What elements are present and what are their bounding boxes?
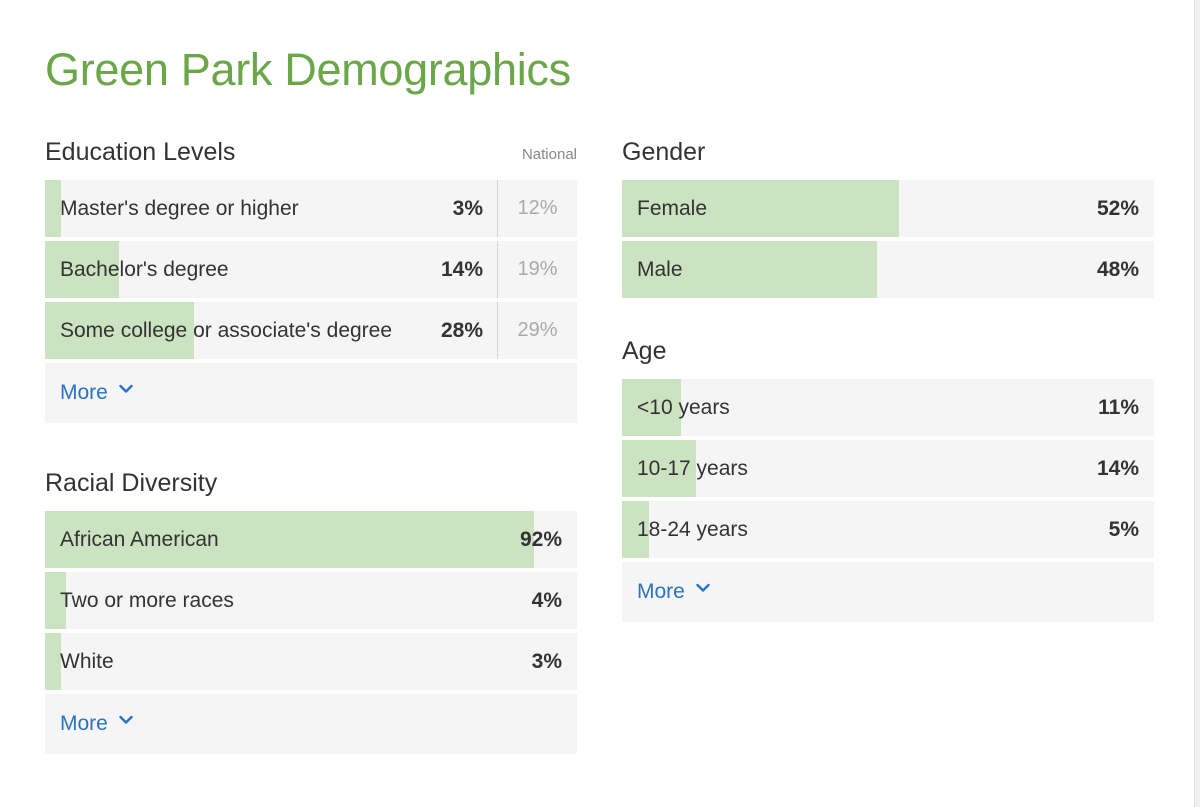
age-title: Age — [622, 337, 667, 365]
more-label[interactable]: More — [60, 712, 108, 735]
age-row-percent: 14% — [1096, 457, 1139, 480]
gender-row: Female 52% — [622, 180, 1154, 237]
education-row-percent: 3% — [452, 197, 483, 220]
education-national-percent: 19% — [517, 258, 558, 280]
age-bar — [622, 440, 697, 497]
right-column: Gender Female 52% Male 48% Age <10 years… — [622, 132, 1154, 622]
education-header: Education Levels National — [45, 132, 577, 180]
education-bar — [45, 180, 61, 237]
national-divider — [497, 180, 498, 237]
gender-row-label: Female — [637, 197, 708, 220]
racial-bar — [45, 572, 67, 629]
age-row-percent: 5% — [1108, 518, 1139, 541]
education-row: Bachelor's degree 14% 19% — [45, 241, 577, 298]
education-row-percent: 28% — [440, 319, 483, 342]
gender-row-percent: 52% — [1096, 197, 1139, 220]
racial-row-percent: 92% — [519, 528, 562, 551]
age-row-label: <10 years — [637, 396, 730, 419]
age-row: 10-17 years 14% — [622, 440, 1154, 497]
gender-row-label: Male — [637, 258, 683, 281]
age-row: 18-24 years 5% — [622, 501, 1154, 558]
racial-row-percent: 4% — [531, 589, 562, 612]
age-row: <10 years 11% — [622, 379, 1154, 436]
racial-bar — [45, 633, 61, 690]
gender-title: Gender — [622, 138, 706, 166]
education-row-label: Some college or associate's degree — [60, 319, 393, 342]
racial-row: African American 92% — [45, 511, 577, 568]
chevron-down-icon[interactable] — [696, 583, 710, 593]
gender-bar — [622, 241, 878, 298]
racial-row-percent: 3% — [531, 650, 562, 673]
more-label[interactable]: More — [637, 580, 685, 603]
racial-row-label: Two or more races — [60, 589, 234, 612]
education-bar — [45, 302, 194, 359]
gender-header: Gender — [622, 132, 1154, 180]
education-title: Education Levels — [45, 138, 236, 166]
racial-bar — [45, 511, 535, 568]
education-row: Some college or associate's degree 28% 2… — [45, 302, 577, 359]
gender-row: Male 48% — [622, 241, 1154, 298]
racial-row: Two or more races 4% — [45, 572, 577, 629]
left-column: Education Levels National Master's degre… — [45, 132, 577, 754]
racial-header: Racial Diversity — [45, 463, 577, 511]
age-more-button[interactable]: More — [622, 562, 1154, 622]
education-bar — [45, 241, 120, 298]
age-row-label: 10-17 years — [637, 457, 748, 480]
national-divider — [497, 302, 498, 359]
age-bar — [622, 379, 681, 436]
national-divider — [497, 241, 498, 298]
age-row-label: 18-24 years — [637, 518, 748, 541]
education-more-button[interactable]: More — [45, 363, 577, 423]
education-national-percent: 12% — [517, 197, 558, 219]
racial-title: Racial Diversity — [45, 469, 218, 497]
education-row: Master's degree or higher 3% 12% — [45, 180, 577, 237]
gender-bar — [622, 180, 899, 237]
racial-row-label: African American — [60, 528, 219, 551]
racial-row-label: White — [60, 650, 114, 673]
more-label[interactable]: More — [60, 381, 108, 404]
page-title: Green Park Demographics — [45, 44, 571, 95]
national-column-label: National — [521, 146, 577, 163]
gender-row-percent: 48% — [1096, 258, 1139, 281]
age-header: Age — [622, 331, 1154, 379]
education-row-percent: 14% — [440, 258, 483, 281]
education-row-label: Master's degree or higher — [60, 197, 299, 220]
racial-row: White 3% — [45, 633, 577, 690]
education-row-label: Bachelor's degree — [60, 258, 229, 281]
age-bar — [622, 501, 649, 558]
age-row-percent: 11% — [1098, 396, 1139, 419]
education-national-percent: 29% — [517, 319, 558, 341]
chevron-down-icon[interactable] — [119, 384, 133, 394]
chevron-down-icon[interactable] — [119, 715, 133, 725]
racial-more-button[interactable]: More — [45, 694, 577, 754]
